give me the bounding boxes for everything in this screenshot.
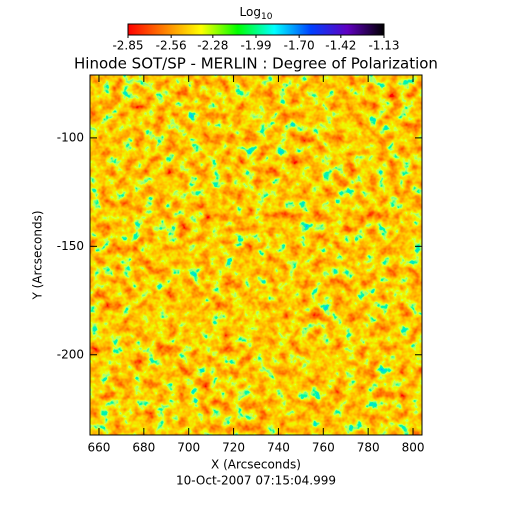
x-tick-label: 660: [88, 441, 111, 455]
colorbar-tick-label: -1.99: [240, 39, 271, 53]
x-tick-label: 800: [402, 441, 425, 455]
x-tick-label: 760: [312, 441, 335, 455]
footer-date: 10-Oct-2007 07:15:04.999: [176, 474, 336, 488]
colorbar-tick-label: -2.56: [156, 39, 187, 53]
y-tick-label: -150: [57, 239, 84, 253]
colorbar-tick-label: -1.42: [325, 39, 356, 53]
x-tick-label: 700: [177, 441, 200, 455]
x-tick-label: 720: [222, 441, 245, 455]
colorbar-label: Log10: [240, 5, 273, 22]
x-tick-label: 740: [267, 441, 290, 455]
y-tick-label: -100: [57, 130, 84, 144]
plot-frame: [89, 74, 423, 436]
y-tick-label: -200: [57, 347, 84, 361]
polarization-image: [90, 75, 422, 435]
x-tick-label: 780: [357, 441, 380, 455]
colorbar: [127, 23, 385, 36]
colorbar-tick-label: -1.13: [368, 39, 399, 53]
colorbar-tick-label: -2.28: [197, 39, 228, 53]
y-axis-label: Y (Arcseconds): [31, 210, 45, 300]
chart-title: Hinode SOT/SP - MERLIN : Degree of Polar…: [74, 55, 438, 73]
x-axis-label: X (Arcseconds): [211, 458, 301, 472]
x-tick-label: 680: [132, 441, 155, 455]
colorbar-tick-label: -1.70: [284, 39, 315, 53]
colorbar-tick-label: -2.85: [112, 39, 143, 53]
